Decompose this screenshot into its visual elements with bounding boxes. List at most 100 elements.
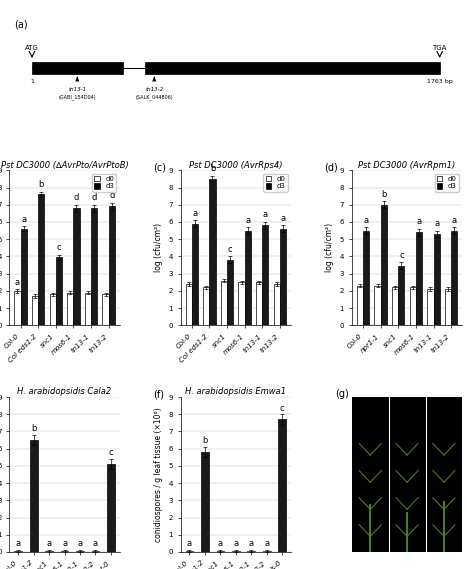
Legend: d0, d3: d0, d3 xyxy=(92,174,116,192)
Text: c: c xyxy=(228,245,233,254)
Text: tn13-2: tn13-2 xyxy=(145,88,163,92)
Text: (a): (a) xyxy=(14,19,28,30)
Text: a: a xyxy=(15,278,20,287)
Bar xyxy=(192,224,198,325)
Bar xyxy=(185,551,193,552)
Legend: d0, d3: d0, d3 xyxy=(263,174,288,192)
Text: a: a xyxy=(263,211,268,220)
Text: a: a xyxy=(434,219,439,228)
Text: a: a xyxy=(218,539,223,549)
Title: H. arabidopsidis Emwa1: H. arabidopsidis Emwa1 xyxy=(185,387,286,396)
Bar xyxy=(263,551,270,552)
Bar xyxy=(203,287,209,325)
Text: a: a xyxy=(417,217,422,226)
Text: a: a xyxy=(249,539,254,549)
Bar xyxy=(398,266,404,325)
Text: c: c xyxy=(280,403,284,413)
Text: a: a xyxy=(234,539,238,549)
Text: (SALK_044806): (SALK_044806) xyxy=(135,94,173,100)
Text: a: a xyxy=(16,539,21,549)
Bar xyxy=(107,464,115,552)
Bar xyxy=(392,287,398,325)
Bar xyxy=(217,551,224,552)
Text: c: c xyxy=(399,251,403,260)
Bar xyxy=(363,230,369,325)
Text: c: c xyxy=(57,243,61,252)
Bar xyxy=(21,229,27,325)
Text: a: a xyxy=(245,216,250,225)
Text: b: b xyxy=(202,436,208,445)
Bar xyxy=(416,232,422,325)
Bar xyxy=(280,229,286,325)
Text: a: a xyxy=(78,539,83,549)
Text: b: b xyxy=(39,180,44,189)
Bar xyxy=(451,230,457,325)
Bar xyxy=(227,260,233,325)
Bar xyxy=(30,440,37,552)
Text: a: a xyxy=(47,539,52,549)
Title: H. arabidopsidis Cala2: H. arabidopsidis Cala2 xyxy=(17,387,112,396)
Bar xyxy=(433,234,440,325)
Bar xyxy=(239,282,245,325)
Text: a: a xyxy=(264,539,269,549)
Bar xyxy=(381,205,387,325)
Text: a: a xyxy=(93,539,98,549)
Bar xyxy=(92,551,99,552)
Bar xyxy=(45,551,53,552)
Bar xyxy=(357,286,363,325)
Bar xyxy=(248,551,255,552)
Text: b: b xyxy=(31,424,36,433)
Bar xyxy=(256,282,262,325)
Text: (g): (g) xyxy=(335,389,349,399)
Text: a: a xyxy=(452,216,457,225)
Text: 1763 bp: 1763 bp xyxy=(427,79,453,84)
Text: TGA: TGA xyxy=(432,45,447,51)
Bar xyxy=(56,257,62,325)
Title: Pst DC3000 (∆AvrPto/AvrPtoB): Pst DC3000 (∆AvrPto/AvrPtoB) xyxy=(1,160,128,170)
Bar xyxy=(14,291,21,325)
Bar xyxy=(61,551,69,552)
Text: a: a xyxy=(187,539,192,549)
Text: d: d xyxy=(109,192,114,200)
Bar xyxy=(221,281,227,325)
Bar xyxy=(201,452,209,552)
Text: d: d xyxy=(74,193,79,202)
Title: Pst DC3000 (AvrRpm1): Pst DC3000 (AvrRpm1) xyxy=(359,160,456,170)
Bar xyxy=(109,207,115,325)
Bar xyxy=(38,195,44,325)
Bar xyxy=(145,62,440,74)
Text: d: d xyxy=(92,193,97,202)
Bar xyxy=(32,296,38,325)
Text: (d): (d) xyxy=(324,163,338,172)
Title: Pst DC3000 (AvrRps4): Pst DC3000 (AvrRps4) xyxy=(189,160,283,170)
Y-axis label: log (cfu/cm²): log (cfu/cm²) xyxy=(154,223,163,273)
Text: (c): (c) xyxy=(153,163,166,172)
Bar xyxy=(14,551,22,552)
Text: b: b xyxy=(210,164,215,173)
Bar xyxy=(76,551,84,552)
Text: c: c xyxy=(109,448,113,457)
Text: tn13-1: tn13-1 xyxy=(68,88,86,92)
Text: (f): (f) xyxy=(153,389,164,399)
Bar xyxy=(427,289,433,325)
Bar xyxy=(102,294,109,325)
Text: 1: 1 xyxy=(30,79,34,84)
Text: a: a xyxy=(363,216,368,225)
Bar xyxy=(410,287,416,325)
Bar xyxy=(278,419,286,552)
Text: b: b xyxy=(381,189,386,199)
Bar xyxy=(375,286,381,325)
Legend: d0, d3: d0, d3 xyxy=(435,174,459,192)
Text: a: a xyxy=(62,539,67,549)
Bar xyxy=(50,294,56,325)
Bar xyxy=(67,292,73,325)
Bar xyxy=(85,292,91,325)
Bar xyxy=(185,284,192,325)
Bar xyxy=(445,289,451,325)
Bar xyxy=(32,62,123,74)
Y-axis label: conidiospores / g leaf tissue (×10⁶): conidiospores / g leaf tissue (×10⁶) xyxy=(154,407,163,542)
Bar xyxy=(73,208,79,325)
Text: (GABI_154D04): (GABI_154D04) xyxy=(58,94,96,100)
Bar xyxy=(91,208,97,325)
Text: ATG: ATG xyxy=(25,45,39,51)
